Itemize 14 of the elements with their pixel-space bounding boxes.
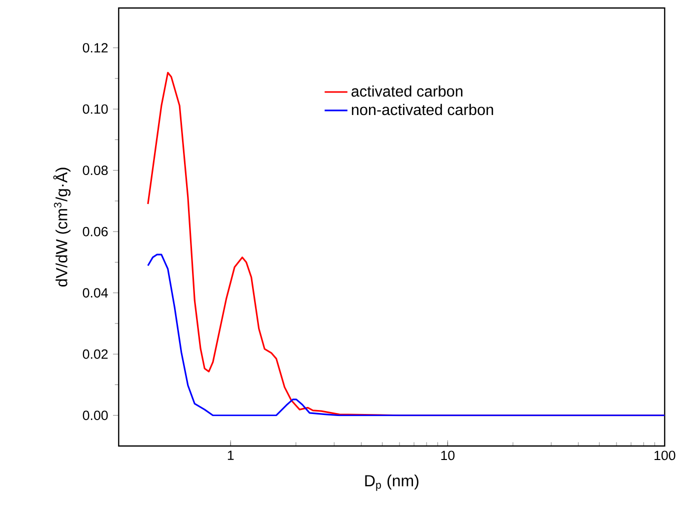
legend-label: non-activated carbon: [352, 104, 494, 116]
x-tick-label: 10: [441, 450, 455, 460]
x-tick-label: 1: [228, 450, 234, 460]
y-tick-label: 0.06: [82, 226, 108, 236]
legend-label: activated carbon: [352, 85, 462, 97]
y-tick-label: 0.08: [82, 166, 108, 176]
y-tick-label: 0.10: [82, 104, 108, 114]
x-tick-label: 100: [654, 450, 676, 460]
x-axis-title: D$_{p}$ (nm): [365, 474, 418, 491]
y-tick-label: 0.00: [82, 410, 108, 420]
y-tick-label: 0.12: [82, 43, 108, 53]
y-tick-label: 0.02: [82, 349, 108, 359]
y-tick-label: 0.04: [82, 288, 108, 298]
y-axis-title: dV/dW (cm$^{3}$/g·Å): [53, 168, 70, 287]
